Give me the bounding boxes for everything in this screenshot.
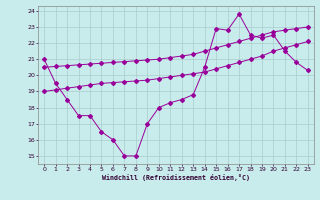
X-axis label: Windchill (Refroidissement éolien,°C): Windchill (Refroidissement éolien,°C) — [102, 174, 250, 181]
